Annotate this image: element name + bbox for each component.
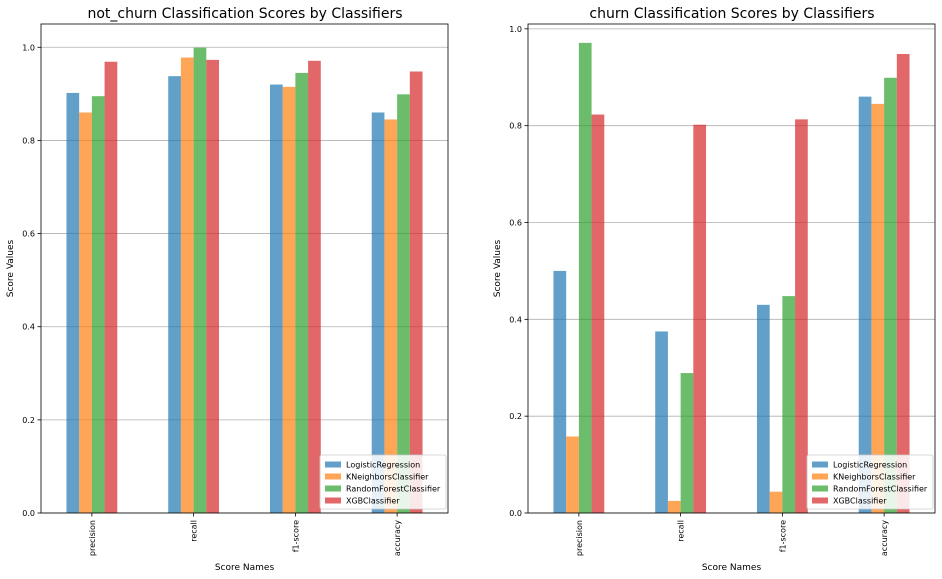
legend-label: RandomForestClassifier bbox=[833, 485, 928, 494]
bar bbox=[769, 491, 783, 513]
y-tick-label: 0.0 bbox=[22, 509, 35, 518]
legend-label: KNeighborsClassifier bbox=[833, 473, 916, 482]
x-axis-label: Score Names bbox=[702, 563, 762, 573]
legend: LogisticRegression KNeighborsClassifier Ra… bbox=[319, 454, 447, 510]
bar bbox=[871, 103, 885, 513]
y-tick-label: 0.2 bbox=[22, 416, 35, 425]
legend-box bbox=[319, 454, 447, 510]
bar bbox=[795, 119, 808, 513]
legend-swatch bbox=[325, 485, 341, 492]
y-tick-label: 1.0 bbox=[22, 43, 35, 52]
y-tick-label: 0.6 bbox=[22, 230, 35, 239]
bar bbox=[782, 296, 796, 513]
bar bbox=[206, 59, 220, 514]
bar bbox=[79, 112, 92, 513]
bar bbox=[409, 71, 423, 513]
legend-swatch bbox=[812, 497, 828, 504]
plot-frame bbox=[527, 23, 936, 514]
bar bbox=[566, 436, 579, 513]
legend-swatch bbox=[812, 473, 828, 480]
x-tick-label: recall bbox=[190, 520, 199, 542]
bar bbox=[667, 500, 681, 513]
bar bbox=[384, 119, 398, 513]
legend-label: LogisticRegression bbox=[833, 461, 907, 470]
y-tick-label: 0.2 bbox=[509, 412, 522, 421]
bar bbox=[553, 270, 567, 513]
x-tick-label: f1-score bbox=[778, 520, 787, 552]
bar bbox=[896, 54, 910, 513]
x-tick-label: accuracy bbox=[393, 520, 402, 556]
bar bbox=[91, 96, 105, 513]
bar bbox=[193, 47, 207, 513]
bar bbox=[104, 61, 118, 513]
chart-churn: churn Classification Scores by Classifie… bbox=[493, 6, 936, 573]
bar bbox=[858, 96, 872, 513]
y-axis-label: Score Values bbox=[493, 239, 503, 297]
bar bbox=[693, 124, 707, 513]
legend-swatch bbox=[325, 473, 341, 480]
legend-label: XGBClassifier bbox=[833, 497, 887, 506]
bar bbox=[655, 331, 668, 513]
legend-box bbox=[806, 454, 934, 510]
legend-label: KNeighborsClassifier bbox=[346, 473, 429, 482]
legend-label: LogisticRegression bbox=[346, 461, 420, 470]
plot-frame bbox=[40, 23, 449, 514]
bar bbox=[591, 114, 605, 513]
legend-swatch bbox=[812, 461, 828, 468]
bar bbox=[308, 60, 321, 513]
bar bbox=[680, 373, 694, 513]
bar bbox=[578, 42, 592, 514]
bar bbox=[282, 86, 296, 513]
y-tick-label: 0.4 bbox=[509, 315, 522, 324]
legend-swatch bbox=[325, 497, 341, 504]
y-axis-label: Score Values bbox=[6, 239, 16, 297]
bar bbox=[371, 112, 385, 513]
legend-swatch bbox=[812, 485, 828, 492]
chart-not-churn: not_churn Classification Scores by Class… bbox=[6, 6, 449, 573]
bar bbox=[295, 72, 309, 514]
y-tick-label: 0.4 bbox=[22, 323, 35, 332]
x-tick-label: recall bbox=[677, 520, 686, 542]
bar bbox=[397, 94, 410, 513]
y-tick-label: 0.8 bbox=[22, 136, 35, 145]
y-tick-label: 1.0 bbox=[509, 25, 522, 34]
bar bbox=[66, 92, 80, 513]
x-axis-label: Score Names bbox=[215, 563, 275, 573]
bar bbox=[269, 84, 283, 514]
x-tick-label: accuracy bbox=[880, 520, 889, 556]
bar bbox=[884, 77, 897, 514]
chart-title: churn Classification Scores by Classifie… bbox=[589, 6, 874, 22]
y-tick-label: 0.0 bbox=[509, 509, 522, 518]
bar bbox=[168, 76, 181, 513]
y-tick-label: 0.6 bbox=[509, 219, 522, 228]
legend-label: RandomForestClassifier bbox=[346, 485, 441, 494]
legend-label: XGBClassifier bbox=[346, 497, 400, 506]
x-tick-label: precision bbox=[575, 520, 584, 556]
legend: LogisticRegression KNeighborsClassifier Ra… bbox=[806, 454, 934, 510]
legend-swatch bbox=[325, 461, 341, 468]
y-tick-label: 0.8 bbox=[509, 122, 522, 131]
bar bbox=[756, 304, 770, 513]
x-tick-label: precision bbox=[88, 520, 97, 556]
chart-title: not_churn Classification Scores by Class… bbox=[87, 6, 402, 22]
x-tick-label: f1-score bbox=[291, 520, 300, 552]
bar bbox=[180, 57, 194, 513]
